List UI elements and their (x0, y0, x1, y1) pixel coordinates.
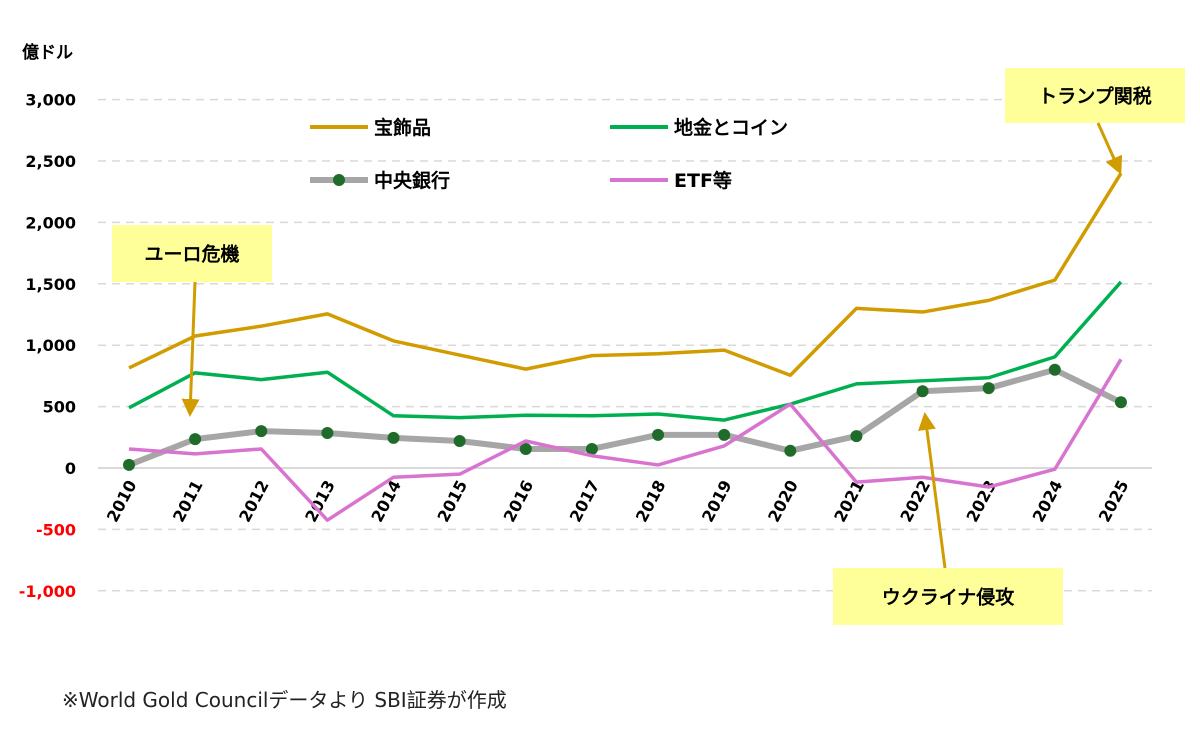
y-tick-label: 1,000 (25, 336, 76, 355)
data-point (1048, 363, 1061, 376)
annotation-arrow (1096, 122, 1123, 175)
x-tick-label: 2014 (367, 477, 405, 525)
y-tick-label: 500 (43, 398, 76, 417)
annotation-label: ウクライナ侵攻 (882, 586, 1016, 609)
x-tick-label: 2016 (500, 477, 538, 525)
y-tick-label: 3,000 (25, 91, 76, 110)
x-tick-label: 2011 (169, 477, 207, 525)
data-point (453, 434, 466, 447)
x-tick-label: 2025 (1095, 477, 1133, 525)
data-point (123, 458, 135, 471)
x-tick-label: 2020 (764, 477, 802, 525)
y-tick-label: 1,500 (25, 275, 76, 294)
data-point (387, 431, 400, 444)
y-tick-label: 2,500 (25, 152, 76, 171)
series-line (127, 366, 1123, 468)
data-point (255, 425, 268, 438)
data-point (850, 430, 863, 443)
data-point (982, 382, 995, 395)
x-tick-label: 2022 (896, 477, 934, 525)
data-point (189, 433, 202, 446)
y-axis-label: 億ドル (22, 42, 73, 63)
annotation-box (1005, 68, 1185, 123)
data-point (321, 427, 334, 440)
y-tick-label: -500 (36, 520, 76, 539)
data-point (916, 385, 929, 398)
series-line (128, 280, 1123, 422)
source-note: ※World Gold Councilデータより SBI証券が作成 (62, 688, 507, 712)
series-line (128, 358, 1123, 522)
x-tick-label: 2015 (433, 477, 471, 525)
data-point (585, 442, 598, 455)
annotation-label: ユーロ危機 (144, 243, 239, 266)
annotation-label: トランプ関税 (1038, 85, 1151, 108)
x-tick-label: 2017 (566, 477, 604, 525)
x-tick-label: 2021 (830, 477, 868, 525)
x-tick-label: 2024 (1029, 477, 1067, 525)
legend-label: 地金とコイン (674, 116, 788, 139)
series-line (128, 172, 1123, 378)
data-point (652, 428, 665, 441)
data-point (784, 444, 797, 457)
data-point (1114, 396, 1127, 409)
annotation-arrow (918, 412, 947, 569)
data-point (519, 442, 532, 455)
legend-label: 中央銀行 (374, 169, 450, 192)
legend-label: 宝飾品 (374, 116, 431, 139)
x-tick-label: 2018 (632, 477, 670, 525)
y-tick-label: -1,000 (19, 582, 76, 601)
y-tick-label: 2,000 (25, 213, 76, 232)
legend-marker (333, 174, 345, 186)
legend-label: ETF等 (674, 169, 732, 192)
x-tick-label: 2012 (235, 477, 273, 525)
annotation-box (112, 225, 272, 282)
annotation-arrow (181, 281, 200, 417)
annotation-box (833, 568, 1063, 625)
x-tick-label: 2019 (698, 477, 736, 525)
y-tick-label: 0 (65, 459, 76, 478)
data-point (718, 428, 731, 441)
x-tick-label: 2010 (103, 477, 141, 525)
